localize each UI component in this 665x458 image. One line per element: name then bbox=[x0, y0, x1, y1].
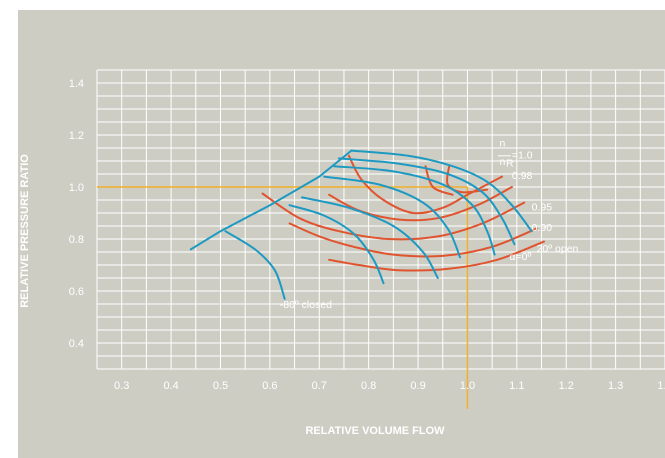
grid bbox=[96, 69, 665, 370]
vane-line bbox=[328, 240, 545, 272]
vane-line bbox=[261, 192, 526, 241]
speed-line bbox=[338, 157, 516, 246]
x-tick-label: 0.4 bbox=[163, 380, 178, 392]
x-tick-label: 0.3 bbox=[114, 380, 129, 392]
x-tick-label: 1.1 bbox=[509, 380, 524, 392]
x-tick-label: 0.8 bbox=[361, 380, 376, 392]
y-tick-label: 1.2 bbox=[69, 130, 84, 142]
x-tick-label: 1.3 bbox=[608, 380, 623, 392]
vane-line bbox=[424, 165, 454, 196]
chart-background bbox=[18, 10, 665, 458]
chart-annotation: =1.0 bbox=[512, 149, 533, 161]
chart-annotation: 0.95 bbox=[532, 201, 553, 213]
x-tick-label: 0.9 bbox=[410, 380, 425, 392]
vane-line bbox=[347, 154, 503, 215]
chart-panel: 0.3 0.4 0.5 0.6 0.7 0.8 0.9 1.0 1.1 1.2 1.3 1.4 0.4 0… bbox=[18, 10, 665, 458]
chart-annotation: 0.98 bbox=[512, 170, 533, 182]
chart-annotation: α=0º bbox=[509, 251, 531, 263]
y-tick-label: 1.0 bbox=[69, 182, 84, 194]
chart-annotation: R bbox=[506, 158, 514, 170]
x-tick-label: 0.7 bbox=[312, 380, 327, 392]
chart-annotation: 0.90 bbox=[532, 222, 553, 234]
chart-annotation: n bbox=[500, 138, 506, 150]
x-tick-label: 1.4 bbox=[657, 380, 665, 392]
x-tick-label: 0.5 bbox=[213, 380, 228, 392]
surge-line bbox=[189, 149, 353, 251]
speed-lines bbox=[189, 149, 533, 300]
annotations: nn R=1.0 0.98 0.95 0.90 20º open α=0º -80º clos… bbox=[280, 138, 579, 311]
y-tick-label: 1.4 bbox=[69, 78, 84, 90]
speed-line bbox=[333, 165, 496, 256]
y-axis-title: RELATIVE PRESSURE RATIO bbox=[19, 154, 31, 308]
speed-line bbox=[288, 204, 385, 285]
speed-line bbox=[323, 175, 461, 259]
compressor-map-chart: 0.3 0.4 0.5 0.6 0.7 0.8 0.9 1.0 1.1 1.2 1.3 1.4 0.4 0… bbox=[18, 10, 665, 458]
y-tick-label: 0.6 bbox=[69, 286, 84, 298]
x-tick-label: 1.2 bbox=[559, 380, 574, 392]
x-axis-title: RELATIVE VOLUME FLOW bbox=[305, 425, 445, 437]
chart-annotation: 20º open bbox=[537, 243, 579, 255]
y-tick-label: 0.4 bbox=[69, 338, 84, 350]
y-tick-label: 0.8 bbox=[69, 234, 84, 246]
x-tick-label: 1.0 bbox=[460, 380, 475, 392]
chart-annotation: n bbox=[500, 156, 506, 168]
speed-line bbox=[350, 149, 533, 233]
x-tick-label: 0.6 bbox=[262, 380, 277, 392]
tick-labels: 0.3 0.4 0.5 0.6 0.7 0.8 0.9 1.0 1.1 1.2 1.3 1.4 0.4 0… bbox=[69, 78, 665, 392]
chart-annotation: -80º closed bbox=[280, 299, 332, 311]
operating-point-lines bbox=[97, 186, 469, 409]
speed-line bbox=[224, 230, 286, 300]
speed-line bbox=[301, 196, 439, 279]
